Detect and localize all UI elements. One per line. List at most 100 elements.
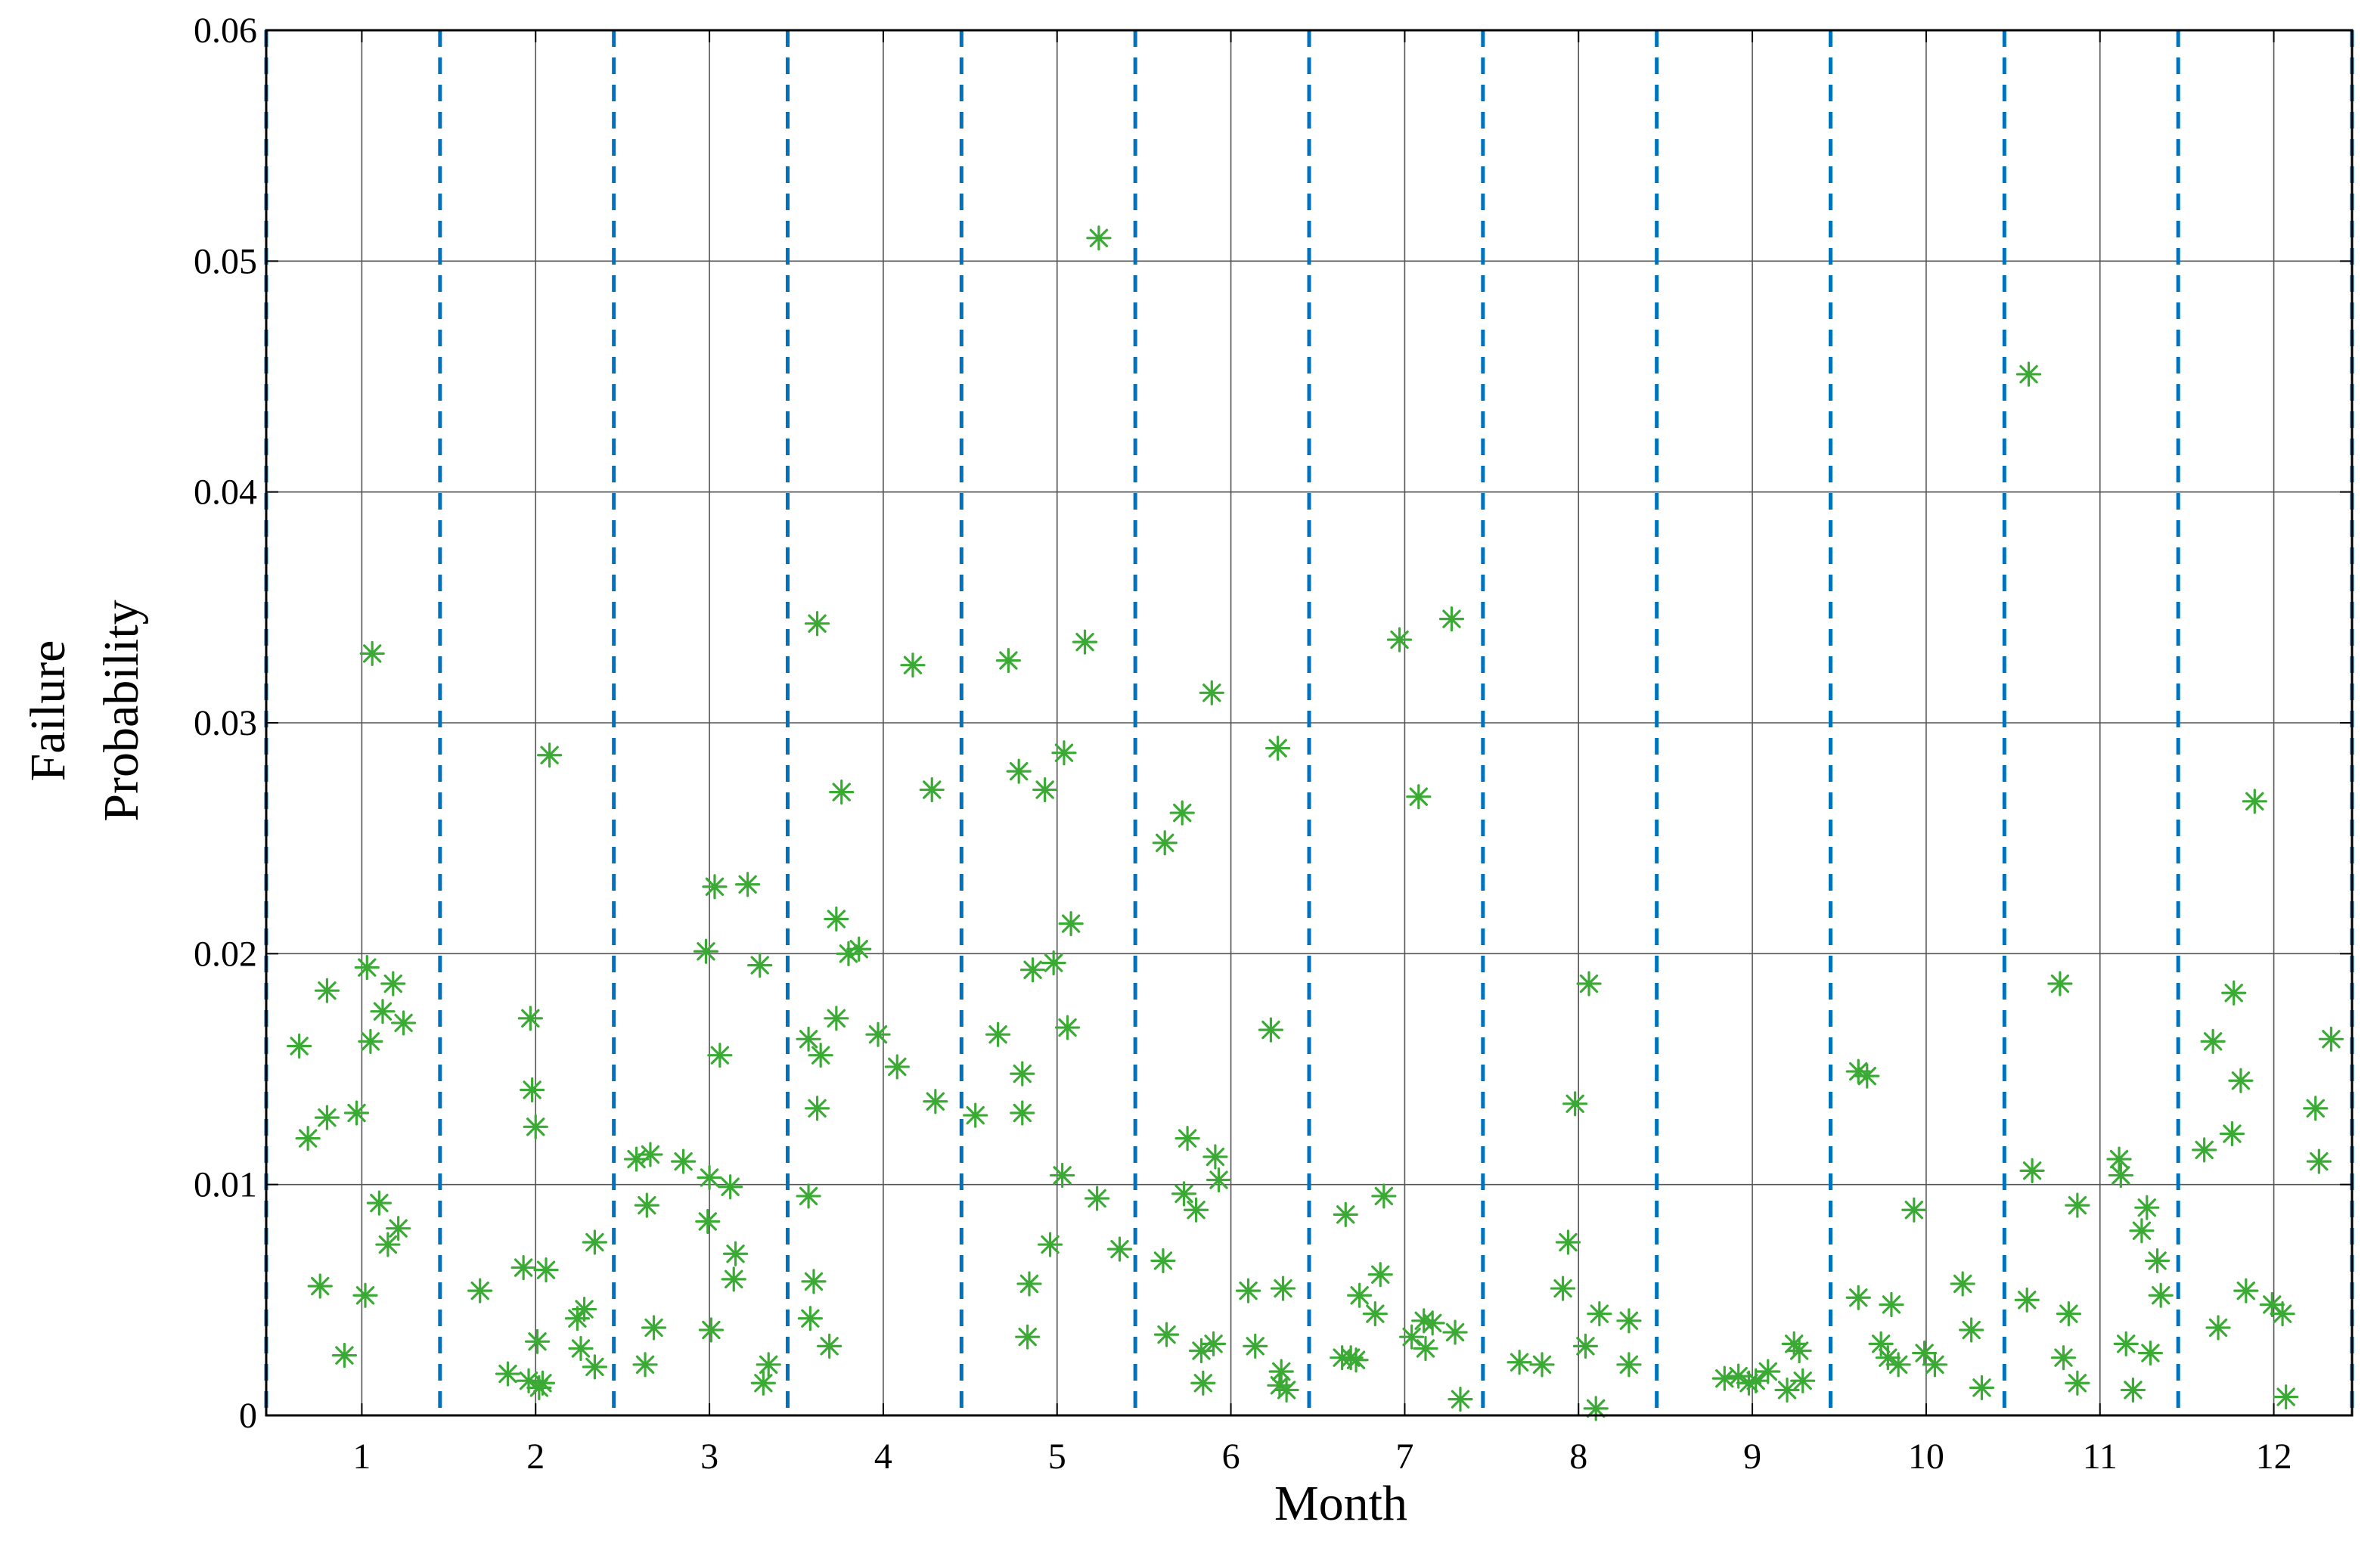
data-point — [1016, 1271, 1042, 1297]
data-point — [1050, 1162, 1075, 1189]
data-point — [343, 1100, 370, 1126]
y-tick-label: 0.06 — [194, 11, 257, 51]
data-point — [2306, 1148, 2332, 1174]
data-point — [1420, 1310, 1445, 1336]
data-point — [1010, 1061, 1035, 1086]
data-point — [632, 1352, 658, 1378]
x-tick-label: 12 — [2256, 1437, 2292, 1477]
data-point — [1019, 957, 1046, 983]
data-point — [1206, 1167, 1232, 1193]
y-axis-label-line-1: Failure — [20, 640, 76, 782]
data-point — [467, 1278, 493, 1303]
data-point — [824, 1006, 849, 1031]
data-point — [1442, 1319, 1468, 1345]
data-point — [2137, 1340, 2163, 1366]
data-point — [1265, 735, 1291, 761]
y-tick-label: 0.01 — [194, 1165, 257, 1205]
data-point — [804, 611, 830, 637]
data-point — [697, 1164, 722, 1191]
data-point — [1950, 1271, 1975, 1297]
data-point — [495, 1361, 521, 1387]
data-point — [1015, 1324, 1041, 1350]
data-point — [2065, 1192, 2090, 1218]
data-point — [2205, 1315, 2231, 1341]
data-point — [797, 1306, 823, 1331]
data-point — [923, 1089, 948, 1114]
data-point — [695, 1208, 721, 1235]
data-point — [1274, 1377, 1299, 1403]
data-point — [2108, 1162, 2133, 1189]
data-point — [1845, 1285, 1871, 1310]
data-point — [1258, 1017, 1284, 1043]
data-point — [529, 1370, 556, 1396]
data-point — [1171, 1181, 1197, 1207]
data-point — [2228, 1068, 2254, 1093]
data-point — [2242, 789, 2267, 814]
data-point — [1922, 1352, 1947, 1378]
data-point — [804, 1096, 830, 1121]
y-tick-label: 0.04 — [194, 473, 257, 513]
data-point — [1347, 1282, 1373, 1308]
x-tick-label: 1 — [352, 1437, 371, 1477]
data-point — [1362, 1301, 1388, 1327]
data-point — [2148, 1282, 2174, 1308]
data-point — [796, 1183, 821, 1209]
data-point — [386, 1216, 411, 1241]
data-point — [1010, 1100, 1035, 1126]
data-point — [354, 955, 380, 981]
data-point — [1343, 1347, 1369, 1373]
data-point — [2233, 1278, 2259, 1303]
data-point — [995, 647, 1021, 674]
data-point — [1413, 1335, 1438, 1362]
data-point — [2144, 1248, 2171, 1274]
data-point — [623, 1146, 650, 1172]
data-point — [1333, 1201, 1358, 1227]
data-point — [2303, 1096, 2329, 1121]
data-point — [520, 1077, 545, 1103]
x-tick-label: 5 — [1048, 1437, 1066, 1477]
x-tick-label: 11 — [2083, 1437, 2118, 1477]
data-point — [750, 1370, 776, 1396]
data-point — [698, 1317, 724, 1343]
data-point — [1901, 1197, 1927, 1223]
x-tick-label: 9 — [1743, 1437, 1761, 1477]
data-point — [2047, 971, 2073, 997]
data-point — [2221, 980, 2247, 1006]
y-axis-ticks: 0 0.01 0.02 0.03 0.04 0.05 0.06 — [194, 11, 2352, 1436]
data-point — [582, 1229, 607, 1255]
data-point — [1150, 1248, 1176, 1274]
x-tick-label: 2 — [526, 1437, 545, 1477]
data-point — [582, 1354, 607, 1380]
data-point — [919, 776, 945, 803]
data-point — [533, 1257, 559, 1283]
x-axis-ticks: 1 2 3 4 5 6 7 8 9 10 11 12 — [352, 30, 2292, 1477]
data-point — [1084, 1186, 1110, 1211]
y-tick-label: 0 — [239, 1396, 257, 1436]
data-point — [702, 874, 728, 900]
data-point — [1169, 800, 1195, 826]
data-point — [1399, 1324, 1425, 1350]
data-point — [747, 952, 773, 978]
data-point — [817, 1333, 842, 1359]
data-point — [1199, 680, 1224, 705]
data-point — [801, 1269, 827, 1294]
data-point — [670, 1148, 697, 1174]
data-point — [2014, 1287, 2040, 1313]
data-point — [1037, 1232, 1063, 1257]
x-tick-label: 6 — [1222, 1437, 1240, 1477]
data-point — [2113, 1331, 2139, 1356]
data-point — [2015, 361, 2042, 387]
data-point — [537, 742, 563, 768]
data-point — [390, 1010, 417, 1036]
data-point — [638, 1142, 663, 1167]
data-point — [722, 1241, 749, 1266]
y-axis-label: Failure Probability — [20, 600, 149, 821]
data-point — [1041, 950, 1066, 976]
data-point — [1190, 1370, 1216, 1396]
data-point — [824, 906, 849, 932]
data-point — [2129, 1218, 2155, 1244]
data-point — [1006, 758, 1032, 784]
data-point — [1058, 911, 1084, 937]
data-point — [2219, 1121, 2245, 1147]
data-point — [634, 1192, 659, 1218]
